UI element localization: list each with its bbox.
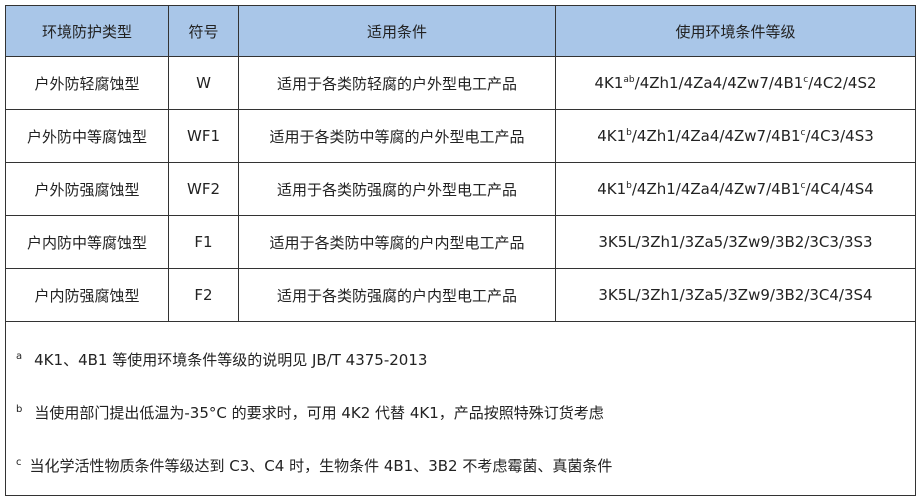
cell-type: 户内防中等腐蚀型	[5, 215, 169, 269]
cell-grade: 4K1ab/4Zh1/4Za4/4Zw7/4B1c/4C2/4S2	[555, 56, 916, 110]
cell-grade: 4K1b/4Zh1/4Za4/4Zw7/4B1c/4C3/4S3	[555, 109, 916, 163]
header-grade: 使用环境条件等级	[555, 5, 916, 57]
cell-grade: 4K1b/4Zh1/4Za4/4Zw7/4B1c/4C4/4S4	[555, 162, 916, 216]
header-symbol: 符号	[168, 5, 239, 57]
note-c: c 当化学活性物质条件等级达到 C3、C4 时，生物条件 4B1、3B2 不考虑霉…	[16, 457, 613, 475]
grade-part: 3K5L/3Zh1/3Za5/3Zw9/3B2/3C4/3S4	[598, 286, 873, 304]
table-row: 户外防中等腐蚀型 WF1 适用于各类防中等腐的户外型电工产品 4K1b/4Zh1…	[5, 109, 916, 163]
table-row: 户外防轻腐蚀型 W 适用于各类防轻腐的户外型电工产品 4K1ab/4Zh1/4Z…	[5, 56, 916, 110]
note-a: a 4K1、4B1 等使用环境条件等级的说明见 JB/T 4375-2013	[16, 351, 428, 369]
cell-condition: 适用于各类防中等腐的户外型电工产品	[238, 109, 556, 163]
header-type: 环境防护类型	[5, 5, 169, 57]
grade-part: /4Zh1/4Za4/4Zw7/4B1	[631, 127, 801, 145]
cell-symbol: F2	[168, 268, 239, 322]
cell-condition: 适用于各类防强腐的户外型电工产品	[238, 162, 556, 216]
grade-part: /4C4/4S4	[805, 180, 874, 198]
cell-condition: 适用于各类防强腐的户内型电工产品	[238, 268, 556, 322]
footnote-mark: ab	[623, 75, 635, 85]
grade-part: 4K1	[597, 180, 627, 198]
cell-symbol: WF2	[168, 162, 239, 216]
header-condition: 适用条件	[238, 5, 556, 57]
grade-part: /4Zh1/4Za4/4Zw7/4B1	[631, 180, 801, 198]
cell-grade: 3K5L/3Zh1/3Za5/3Zw9/3B2/3C3/3S3	[555, 215, 916, 269]
grade-part: 4K1	[594, 74, 624, 92]
grade-part: /4C2/4S2	[808, 74, 877, 92]
header-row: 环境防护类型 符号 适用条件 使用环境条件等级	[5, 5, 916, 57]
grade-part: 3K5L/3Zh1/3Za5/3Zw9/3B2/3C3/3S3	[598, 233, 873, 251]
table-row: 户外防强腐蚀型 WF2 适用于各类防强腐的户外型电工产品 4K1b/4Zh1/4…	[5, 162, 916, 216]
footnote-mark: c	[803, 75, 809, 85]
cell-symbol: WF1	[168, 109, 239, 163]
cell-grade: 3K5L/3Zh1/3Za5/3Zw9/3B2/3C4/3S4	[555, 268, 916, 322]
cell-type: 户内防强腐蚀型	[5, 268, 169, 322]
cell-type: 户外防轻腐蚀型	[5, 56, 169, 110]
footnote-mark: b	[626, 181, 632, 191]
cell-condition: 适用于各类防轻腐的户外型电工产品	[238, 56, 556, 110]
footnote-mark: c	[800, 181, 806, 191]
cell-symbol: F1	[168, 215, 239, 269]
environment-protection-table: 环境防护类型 符号 适用条件 使用环境条件等级 户外防轻腐蚀型 W 适用于各类防…	[5, 5, 916, 496]
footnote-mark: b	[626, 128, 632, 138]
cell-type: 户外防强腐蚀型	[5, 162, 169, 216]
cell-condition: 适用于各类防中等腐的户内型电工产品	[238, 215, 556, 269]
table-row: 户内防中等腐蚀型 F1 适用于各类防中等腐的户内型电工产品 3K5L/3Zh1/…	[5, 215, 916, 269]
note-b: b 当使用部门提出低温为-35°C 的要求时，可用 4K2 代替 4K1，产品按照…	[16, 404, 604, 422]
cell-type: 户外防中等腐蚀型	[5, 109, 169, 163]
cell-symbol: W	[168, 56, 239, 110]
footnote-mark: c	[800, 128, 806, 138]
grade-part: /4C3/4S3	[805, 127, 874, 145]
grade-part: 4K1	[597, 127, 627, 145]
table-row: 户内防强腐蚀型 F2 适用于各类防强腐的户内型电工产品 3K5L/3Zh1/3Z…	[5, 268, 916, 322]
grade-part: /4Zh1/4Za4/4Zw7/4B1	[634, 74, 804, 92]
